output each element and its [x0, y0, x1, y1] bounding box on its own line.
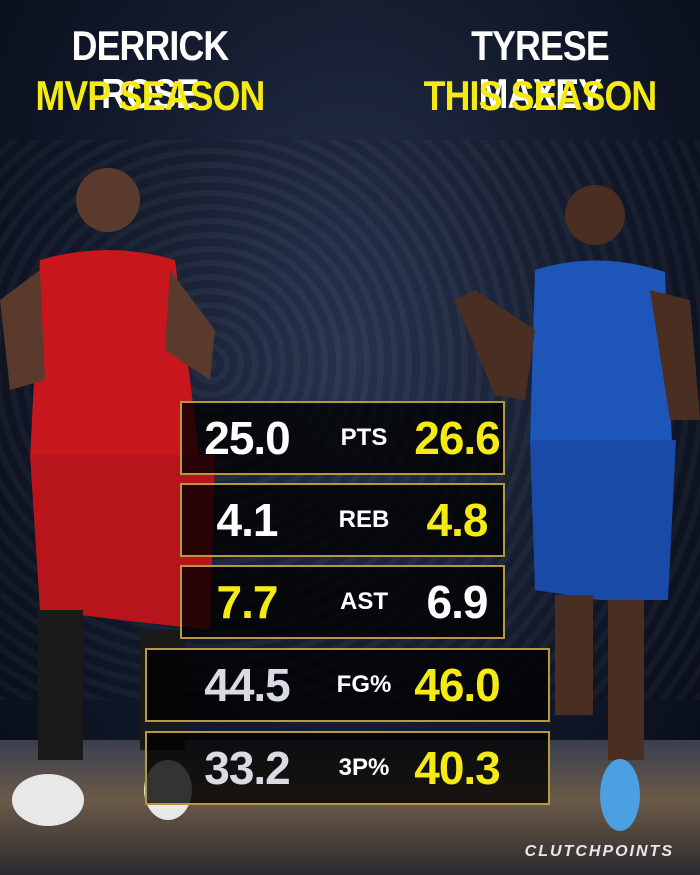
- stat-label: AST: [340, 588, 388, 615]
- right-value: 4.8: [426, 494, 489, 546]
- stat-label: REB: [338, 506, 390, 533]
- stat-label: FG%: [336, 671, 392, 698]
- left-value: 4.1: [216, 494, 279, 546]
- right-value: 6.9: [426, 576, 489, 628]
- stat-label: PTS: [340, 424, 388, 451]
- right-value: 40.3: [414, 742, 501, 794]
- stat-row: 44.5 FG% 46.0: [145, 648, 550, 722]
- stat-label: 3P%: [338, 754, 390, 781]
- left-value: 44.5: [204, 659, 291, 711]
- left-value: 33.2: [204, 742, 291, 794]
- stat-row: 4.1 REB 4.8: [180, 483, 505, 557]
- right-season-label: THIS SEASON: [423, 72, 658, 119]
- brand-logo: CLUTCHPOINTS: [524, 843, 674, 860]
- right-player-name: TYRESE MAXEY: [471, 22, 610, 117]
- right-value: 26.6: [414, 412, 501, 464]
- stat-row: 7.7 AST 6.9: [180, 565, 505, 639]
- left-value: 25.0: [204, 412, 291, 464]
- stat-row: 33.2 3P% 40.3: [145, 731, 550, 805]
- left-season-label: MVP SEASON: [35, 72, 266, 119]
- left-value: 7.7: [216, 576, 279, 628]
- player-right: [455, 185, 700, 831]
- right-value: 46.0: [414, 659, 501, 711]
- left-player-name: DERRICK ROSE: [71, 22, 230, 117]
- stat-row: 25.0 PTS 26.6: [180, 401, 505, 475]
- player-left: [0, 168, 215, 826]
